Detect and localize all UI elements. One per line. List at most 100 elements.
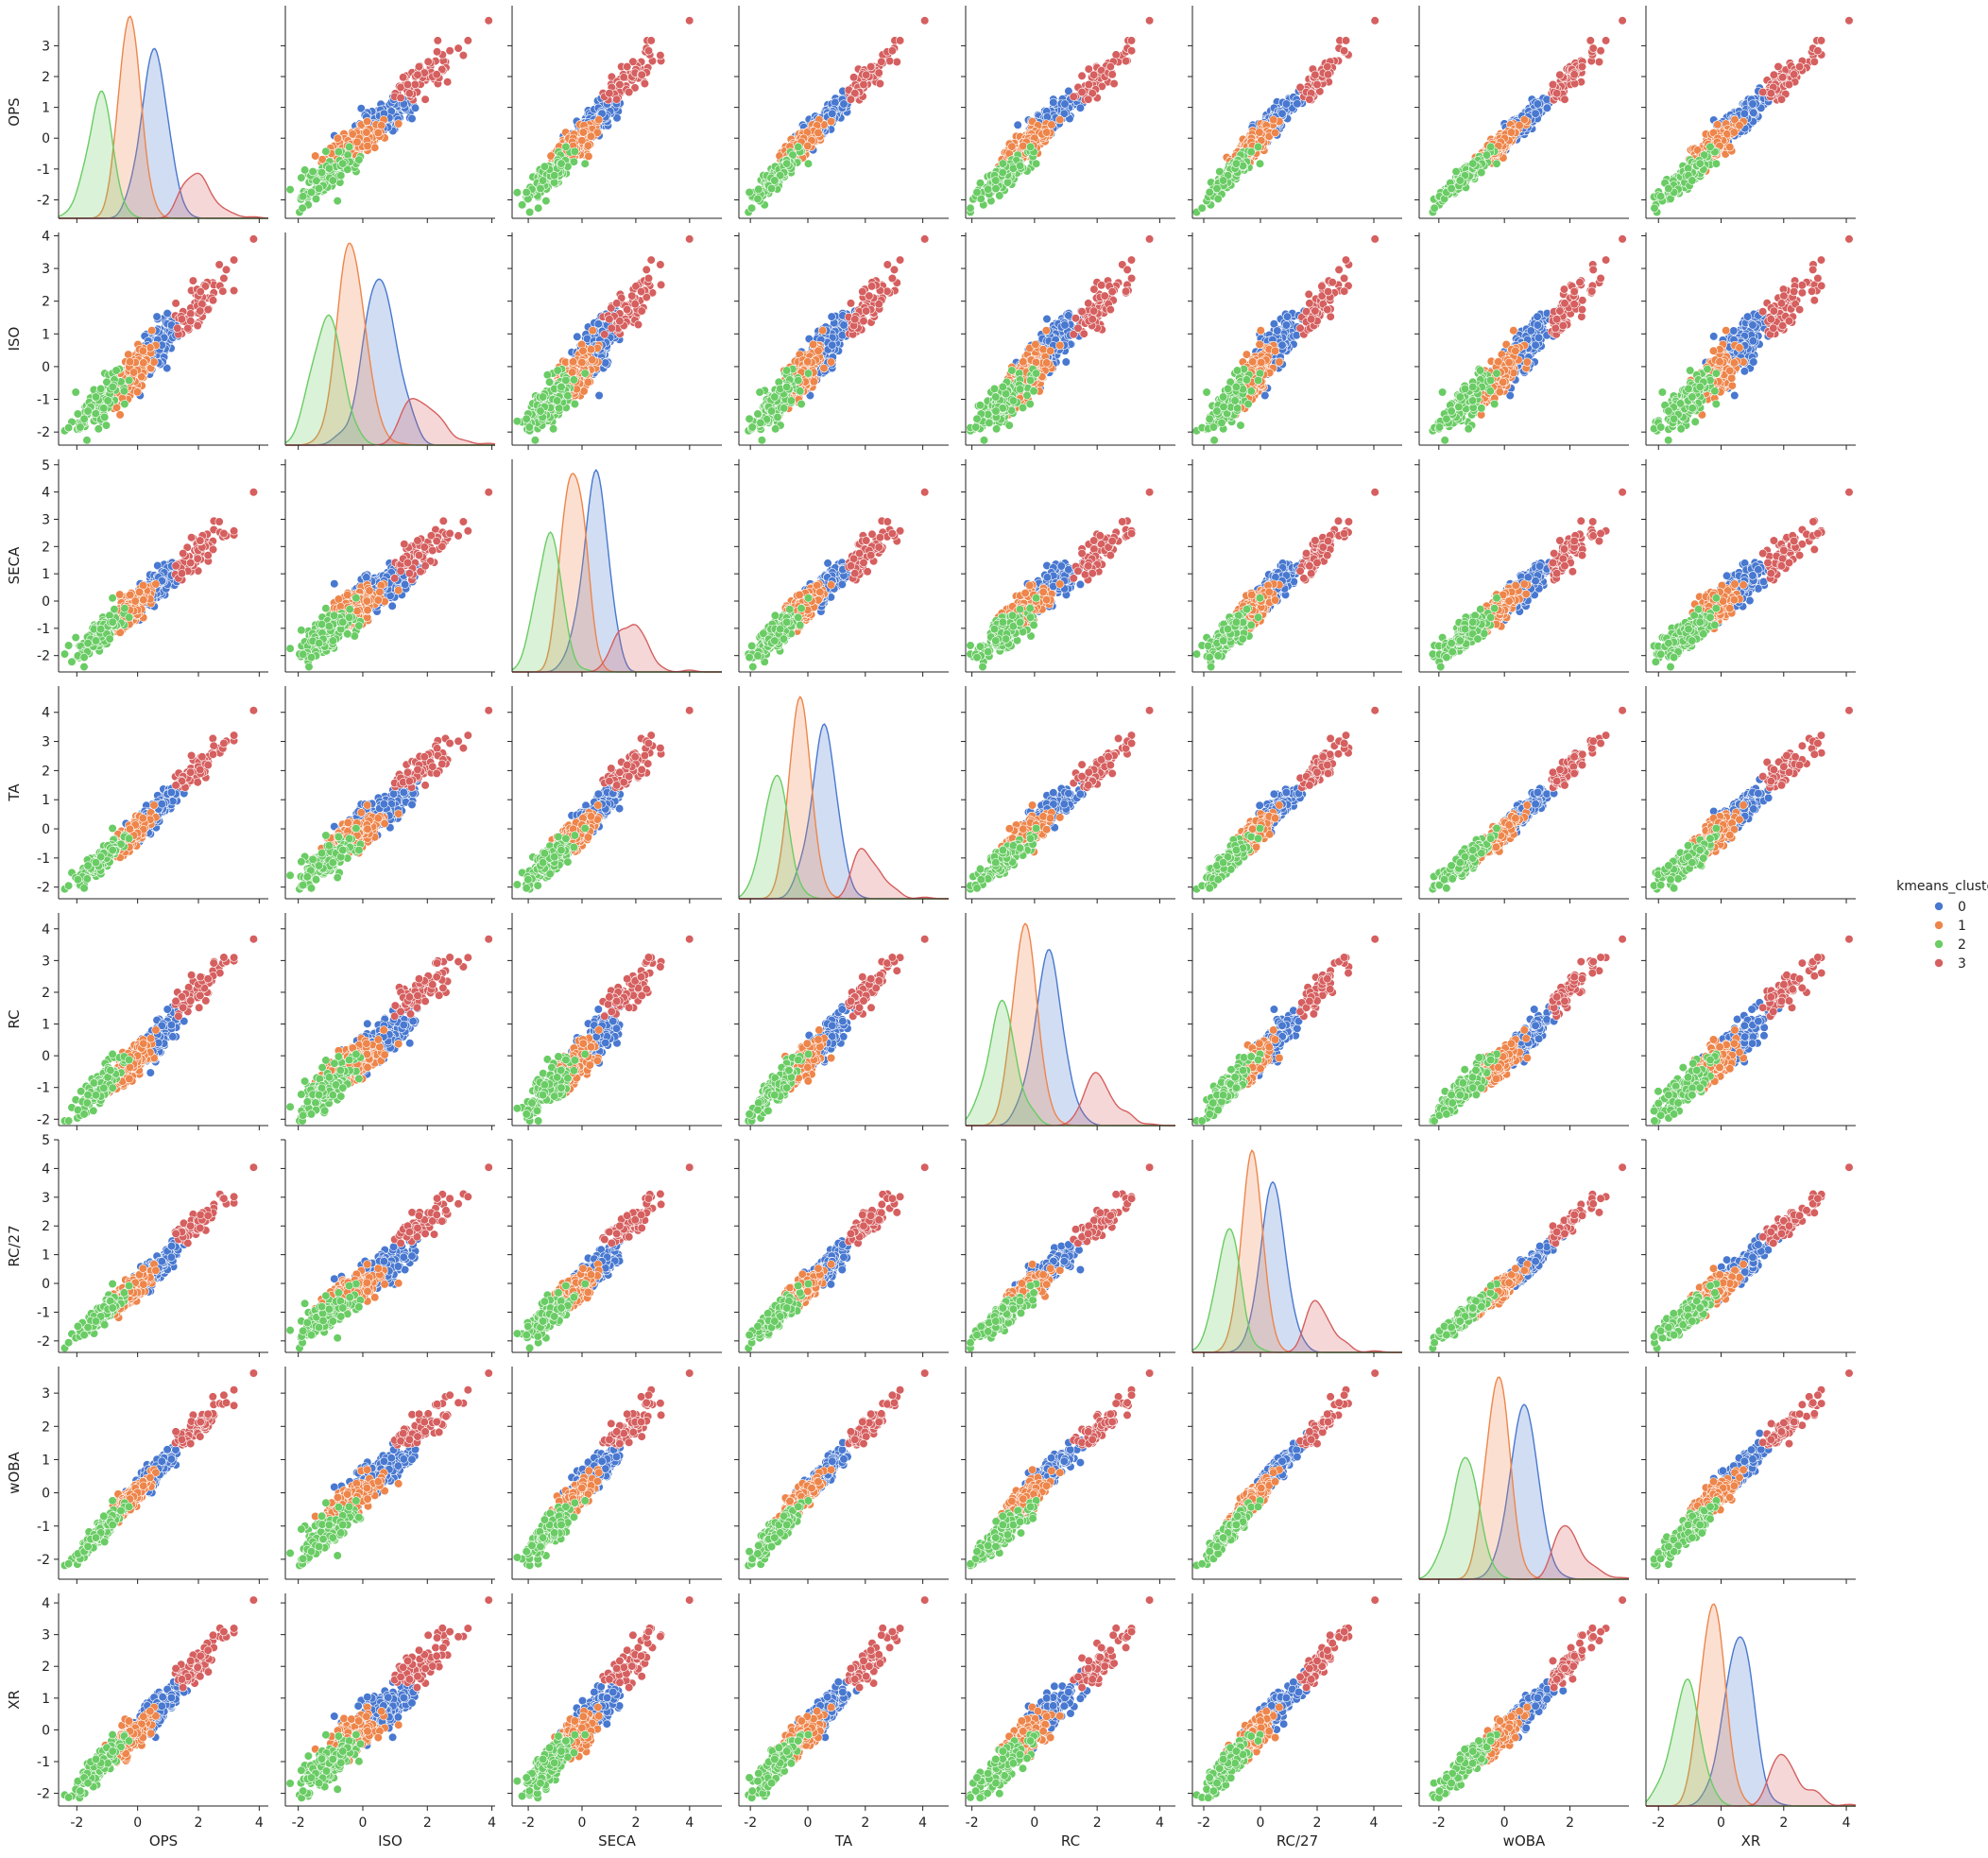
point-cluster-2: [542, 197, 551, 205]
point-cluster-2: [537, 184, 545, 193]
point-cluster-2: [754, 195, 763, 203]
point-cluster-3: [623, 62, 631, 71]
point-cluster-3: [849, 74, 858, 82]
point-cluster-3: [1085, 95, 1093, 104]
point-cluster-3: [625, 88, 633, 96]
point-cluster-2: [999, 168, 1007, 177]
point-cluster-2: [571, 147, 579, 156]
point-cluster-3: [1324, 71, 1332, 79]
point-cluster-2: [771, 177, 780, 185]
point-cluster-0: [829, 110, 837, 118]
point-cluster-1: [374, 129, 383, 137]
point-cluster-2: [967, 204, 975, 213]
point-cluster-3: [434, 37, 442, 45]
point-cluster-2: [298, 174, 306, 182]
point-cluster-3: [920, 17, 929, 26]
point-cluster-2: [755, 185, 763, 194]
point-cluster-3: [647, 37, 656, 45]
point-cluster-0: [1278, 110, 1287, 118]
point-cluster-3: [885, 57, 894, 65]
point-cluster-0: [1543, 104, 1551, 112]
point-cluster-2: [286, 185, 295, 194]
point-cluster-0: [840, 100, 848, 109]
point-cluster-1: [394, 120, 403, 129]
y-tick-label: 1: [42, 101, 50, 116]
point-cluster-2: [334, 197, 342, 205]
point-cluster-2: [557, 160, 566, 168]
point-cluster-2: [1016, 162, 1024, 170]
point-cluster-3: [1127, 37, 1136, 45]
point-cluster-2: [307, 188, 316, 197]
point-cluster-3: [1324, 62, 1332, 71]
point-cluster-2: [539, 177, 547, 185]
point-cluster-2: [299, 193, 307, 201]
point-cluster-3: [1110, 79, 1119, 88]
point-cluster-1: [363, 117, 371, 126]
point-cluster-3: [1311, 71, 1320, 79]
point-cluster-1: [364, 142, 372, 150]
point-cluster-3: [459, 51, 468, 60]
point-cluster-1: [827, 117, 835, 126]
point-cluster-0: [1534, 100, 1542, 109]
panel-ops-vs-rc: [961, 6, 1175, 223]
point-cluster-2: [999, 160, 1007, 168]
point-cluster-2: [767, 184, 776, 193]
point-cluster-3: [1127, 46, 1136, 55]
y-tick-label: -1: [37, 163, 50, 178]
point-cluster-3: [606, 89, 614, 97]
point-cluster-3: [847, 95, 855, 104]
point-cluster-2: [540, 163, 549, 171]
point-cluster-2: [322, 147, 331, 156]
point-cluster-1: [1271, 129, 1279, 137]
point-cluster-3: [612, 95, 621, 104]
point-cluster-2: [355, 156, 364, 164]
point-cluster-0: [1282, 100, 1291, 109]
point-cluster-2: [1206, 188, 1214, 197]
point-cluster-2: [315, 184, 323, 193]
point-cluster-3: [685, 17, 694, 26]
panel-ops-vs-rc-27: [1188, 6, 1402, 223]
point-cluster-3: [644, 46, 653, 55]
point-cluster-2: [518, 201, 526, 210]
point-cluster-3: [424, 58, 433, 66]
point-cluster-2: [1032, 160, 1040, 168]
point-cluster-2: [299, 204, 307, 213]
pairplot-panels: -2-10123-2-101234-2-1012345-2-101234-2-1…: [6, 6, 1856, 1849]
point-cluster-2: [973, 188, 982, 197]
point-cluster-2: [1213, 184, 1222, 193]
point-cluster-1: [1269, 115, 1277, 124]
point-cluster-2: [325, 164, 334, 173]
point-cluster-3: [1145, 17, 1154, 26]
point-cluster-3: [620, 74, 628, 82]
point-cluster-1: [363, 129, 371, 137]
point-cluster-3: [464, 37, 472, 45]
point-cluster-3: [443, 77, 452, 86]
point-cluster-1: [814, 129, 823, 137]
point-cluster-3: [403, 80, 412, 89]
point-cluster-2: [1219, 177, 1227, 185]
point-cluster-2: [562, 143, 571, 151]
point-cluster-1: [311, 152, 319, 161]
point-cluster-3: [876, 79, 884, 88]
point-cluster-2: [782, 160, 791, 168]
point-cluster-1: [1042, 129, 1051, 137]
point-cluster-3: [1089, 71, 1098, 79]
point-cluster-0: [408, 114, 417, 123]
point-cluster-3: [896, 37, 904, 45]
point-cluster-3: [454, 44, 463, 53]
y-tick-label: 2: [42, 70, 50, 85]
point-cluster-0: [1294, 100, 1302, 109]
panel-ops-vs-seca: [507, 6, 722, 223]
point-cluster-3: [1342, 37, 1350, 45]
point-cluster-2: [747, 204, 756, 213]
point-cluster-2: [1198, 204, 1207, 213]
point-cluster-0: [1014, 121, 1022, 129]
point-cluster-3: [893, 58, 901, 66]
point-cluster-2: [992, 177, 1001, 185]
point-cluster-0: [1532, 110, 1540, 118]
point-cluster-3: [862, 71, 870, 79]
point-cluster-3: [399, 74, 407, 82]
point-cluster-1: [1256, 129, 1264, 137]
point-cluster-3: [1108, 71, 1117, 79]
point-cluster-3: [1070, 93, 1078, 101]
